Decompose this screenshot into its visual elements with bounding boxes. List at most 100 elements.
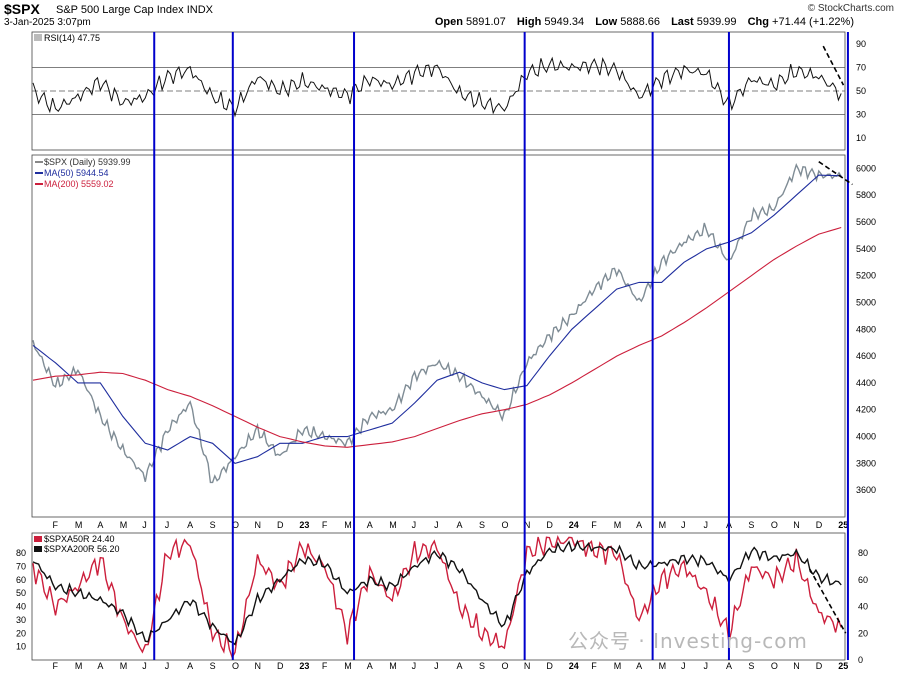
ma200-line [32,226,842,448]
breadth-x-label: M [120,661,128,671]
spxa200r-line [32,539,842,646]
watermark-text: 公众号 · Investing-com [568,629,808,653]
price-legend-label: MA(200) 5559.02 [44,179,114,189]
breadth-x-label: J [434,661,439,671]
price-x-label: 23 [299,520,309,530]
price-line [32,163,842,484]
price-x-label: M [659,520,667,530]
price-x-label: M [389,520,397,530]
price-x-label: O [771,520,778,530]
breadth-x-label: N [793,661,800,671]
breadth-x-label: F [52,661,58,671]
breadth-x-label: N [255,661,262,671]
price-x-label: A [187,520,193,530]
price-legend-label: MA(50) 5944.54 [44,168,109,178]
last-label: Last [671,16,694,28]
price-x-label: J [681,520,686,530]
breadth-x-label: F [322,661,328,671]
price-tick-label: 4600 [856,351,876,361]
breadth-x-label: F [591,661,597,671]
breadth-left-tick-label: 30 [16,615,26,625]
price-x-label: J [142,520,147,530]
price-x-label: O [232,520,239,530]
price-x-label: 24 [569,520,579,530]
breadth-x-label: A [97,661,103,671]
breadth-x-label: D [546,661,553,671]
rsi-line [32,56,842,118]
open-value: 5891.07 [466,16,506,28]
breadth-left-tick-label: 50 [16,588,26,598]
chg-label: Chg [747,16,769,28]
price-x-label: A [97,520,103,530]
price-x-label: J [412,520,417,530]
price-x-label: N [524,520,531,530]
open-label: Open [434,16,463,28]
price-tick-label: 5000 [856,297,876,307]
breadth-x-label: A [636,661,642,671]
breadth-left-tick-label: 20 [16,628,26,638]
rsi-tick-label: 30 [856,110,866,120]
price-legend-label: $SPX (Daily) 5939.99 [44,157,131,167]
price-tick-label: 4800 [856,324,876,334]
price-x-label: N [255,520,262,530]
chart-date: 3-Jan-2025 3:07pm [4,17,91,28]
rsi-legend-label: RSI(14) 47.75 [44,33,100,43]
breadth-x-label: S [748,661,754,671]
breadth-x-label: M [614,661,622,671]
breadth-legend-swatch [34,546,42,552]
rsi-legend-swatch [34,34,42,41]
breadth-x-label: M [75,661,83,671]
price-x-label: A [457,520,463,530]
breadth-x-label: J [681,661,686,671]
breadth-x-label: 24 [569,661,579,671]
ma50-line [32,174,842,465]
breadth-legend-label: $SPXA200R 56.20 [44,544,120,554]
breadth-x-label: J [142,661,147,671]
breadth-left-tick-label: 60 [16,575,26,585]
breadth-x-label: M [344,661,352,671]
high-value: 5949.34 [544,16,585,28]
rsi-tick-label: 90 [856,39,866,49]
price-x-label: S [210,520,216,530]
breadth-x-label: J [165,661,170,671]
price-x-label: D [277,520,284,530]
price-x-label: M [75,520,83,530]
price-x-label: D [816,520,823,530]
price-x-label: M [344,520,352,530]
price-tick-label: 5200 [856,271,876,281]
high-label: High [516,16,542,28]
chart-header: $SPX S&P 500 Large Cap Index INDX 3-Jan-… [0,0,900,30]
price-x-label: M [614,520,622,530]
breadth-x-label: A [726,661,732,671]
price-x-label: J [434,520,439,530]
breadth-x-label: D [277,661,284,671]
breadth-left-tick-label: 10 [16,642,26,652]
breadth-trendline [809,568,847,634]
rsi-tick-label: 50 [856,86,866,96]
price-x-label: A [367,520,373,530]
spxa50r-line [32,534,842,659]
breadth-x-label: A [457,661,463,671]
breadth-x-label: A [367,661,373,671]
brand: © StockCharts.com [807,3,894,14]
price-x-label: N [793,520,800,530]
price-x-label: F [52,520,58,530]
price-x-label: A [636,520,642,530]
breadth-x-label: 23 [299,661,309,671]
price-x-label: J [704,520,709,530]
price-tick-label: 4000 [856,432,876,442]
breadth-left-tick-label: 70 [16,561,26,571]
breadth-right-tick-label: 20 [858,628,868,638]
breadth-x-label: M [389,661,397,671]
exchange: INDX [186,4,213,16]
low-label: Low [595,16,618,28]
rsi-tick-label: 70 [856,62,866,72]
breadth-x-label: O [232,661,239,671]
breadth-right-tick-label: 0 [858,655,863,665]
price-tick-label: 6000 [856,163,876,173]
breadth-x-label: M [659,661,667,671]
breadth-x-label: D [816,661,823,671]
breadth-right-tick-label: 80 [858,548,868,558]
low-value: 5888.66 [620,16,661,28]
breadth-x-label: O [771,661,778,671]
